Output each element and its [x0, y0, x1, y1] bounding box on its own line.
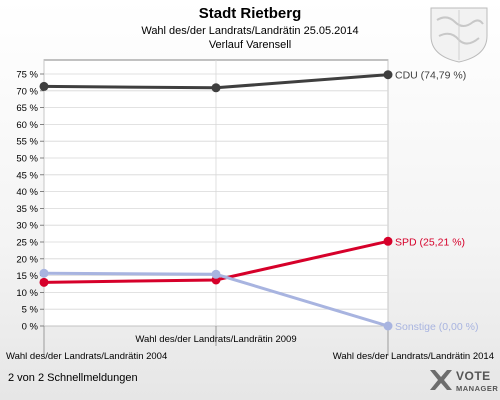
x-tick-label: Wahl des/der Landrats/Landrätin 2004 — [6, 351, 167, 362]
data-point-spd — [39, 277, 49, 287]
coat-of-arms-icon — [430, 7, 488, 63]
data-point-cdu — [211, 83, 221, 93]
series-label-spd: SPD (25,21 %) — [395, 236, 465, 248]
y-tick-label: 40 % — [16, 187, 38, 198]
data-point-sonstige — [383, 321, 393, 331]
y-tick-label: 0 % — [22, 322, 39, 333]
y-tick-label: 25 % — [16, 238, 38, 249]
logo-text-manager: MANAGER — [456, 384, 498, 393]
check-x-icon — [430, 370, 452, 390]
series-label-sonstige: Sonstige (0,00 %) — [395, 321, 478, 333]
data-point-cdu — [383, 70, 393, 80]
y-tick-label: 65 % — [16, 103, 38, 114]
y-tick-label: 30 % — [16, 221, 38, 232]
data-point-sonstige — [39, 268, 49, 278]
y-tick-label: 5 % — [22, 305, 39, 316]
chart-subtitle-2: Verlauf Varensell — [209, 39, 291, 51]
series-labels: CDU (74,79 %) SPD (25,21 %) Sonstige (0,00… — [395, 70, 478, 333]
data-point-spd — [383, 236, 393, 246]
series-label-cdu: CDU (74,79 %) — [395, 70, 466, 82]
y-tick-label: 20 % — [16, 254, 38, 265]
y-tick-label: 10 % — [16, 288, 38, 299]
y-tick-label: 70 % — [16, 86, 38, 97]
x-tick-label: Wahl des/der Landrats/Landrätin 2014 — [333, 351, 494, 362]
y-tick-label: 75 % — [16, 70, 38, 81]
y-tick-label: 60 % — [16, 120, 38, 131]
series-group — [39, 70, 393, 331]
x-tick-label: Wahl des/der Landrats/Landrätin 2009 — [135, 334, 296, 345]
chart-subtitle-1: Wahl des/der Landrats/Landrätin 25.05.20… — [141, 25, 358, 37]
y-tick-label: 55 % — [16, 137, 38, 148]
y-tick-label: 50 % — [16, 154, 38, 165]
y-tick-label: 45 % — [16, 170, 38, 181]
logo-text-vote: VOTE — [456, 369, 491, 383]
y-tick-label: 35 % — [16, 204, 38, 215]
x-axis: Wahl des/der Landrats/Landrätin 2004 Wahl… — [6, 326, 494, 362]
vote-manager-logo: VOTE MANAGER — [430, 369, 498, 393]
chart-title: Stadt Rietberg — [199, 5, 302, 22]
data-point-cdu — [39, 81, 49, 91]
y-tick-label: 15 % — [16, 271, 38, 282]
data-point-sonstige — [211, 269, 221, 279]
grid — [43, 60, 389, 327]
y-axis: 0 % 5 % 10 % 15 % 20 % 25 % 30 % 35 % 40 % 45 % 50… — [16, 70, 44, 333]
footer-page-info: 2 von 2 Schnellmeldungen — [8, 372, 138, 384]
